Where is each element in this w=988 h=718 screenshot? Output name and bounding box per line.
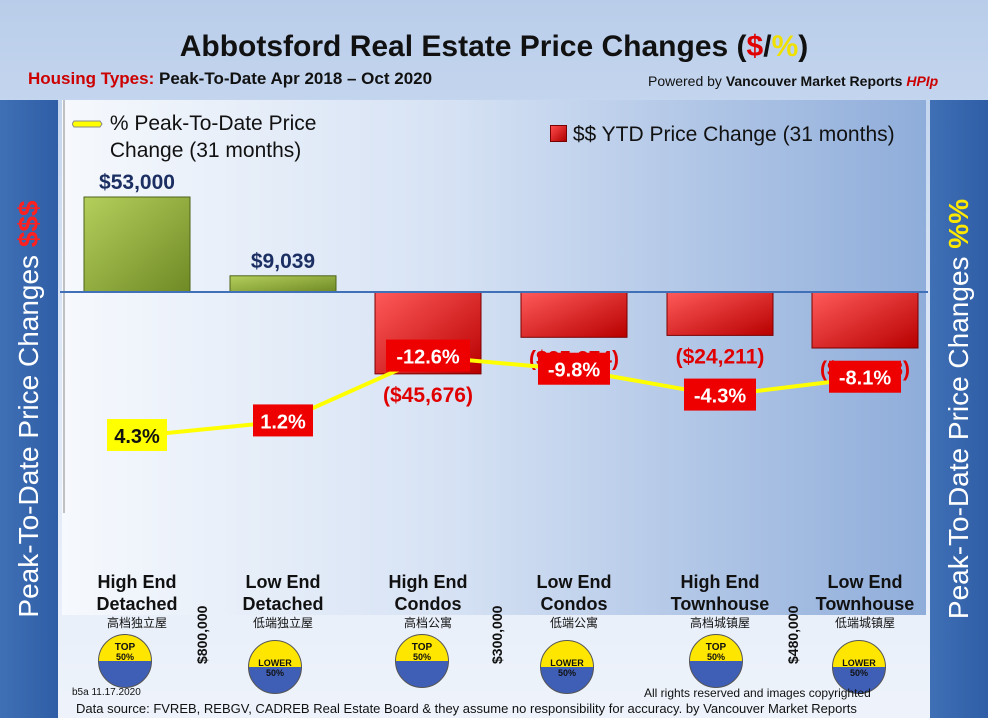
percent-label-box (829, 360, 901, 393)
bar-data-label: ($24,211) (676, 345, 765, 368)
title-percent: % (771, 30, 799, 63)
percent-data-label: -8.1% (839, 368, 891, 390)
category-cjk: 高档城镇屋 (689, 616, 750, 630)
powered-by: Powered by Vancouver Market Reports HPIp (648, 73, 938, 89)
category-cjk: 低端公寓 (549, 616, 598, 630)
powered-brand: Vancouver Market Reports (725, 73, 903, 89)
bar-data-label: ($45,676) (383, 384, 473, 407)
category-cjk: 高档公寓 (403, 616, 452, 630)
powered-prefix: Powered by (648, 73, 722, 89)
bar-data-label: $9,039 (251, 250, 315, 273)
legend-bar-label: $$ YTD Price Change (31 months) (572, 123, 895, 146)
badge-bottom-text: 50% (115, 652, 134, 662)
left-side-panel: Peak-To-Date Price Changes $$$ (0, 100, 58, 718)
category-cjk: 低端城镇屋 (834, 616, 895, 630)
legend-line-label: % Peak-To-Date Price Change (31 months) (109, 112, 317, 162)
category-label: High End Townhouse (670, 572, 770, 614)
subtitle-period: Peak-To-Date Apr 2018 – Oct 2020 (158, 69, 433, 88)
plot-area (62, 100, 926, 615)
title-suffix: ) (798, 30, 809, 63)
badge-top-text: TOP (705, 642, 727, 653)
badge-top-text: LOWER (842, 658, 876, 668)
badge-bottom-text: 50% (265, 668, 284, 678)
badge-top-text: TOP (411, 642, 433, 653)
right-side-panel: Peak-To-Date Price Changes %% (930, 100, 988, 718)
percent-label-box (253, 404, 313, 437)
title-slash: / (763, 30, 772, 63)
category-label: Low End Detached (242, 572, 324, 614)
powered-hpi: HPIp (906, 73, 939, 89)
top-50-badge: TOP 50% (689, 634, 743, 688)
lower-50-badge: LOWER 50% (248, 640, 302, 694)
percent-label-box (107, 419, 167, 451)
top-50-badge: TOP 50% (98, 634, 152, 688)
data-source-note: Data source: FVREB, REBGV, CADREB Real E… (76, 701, 857, 716)
percent-data-label: -9.8% (548, 360, 600, 382)
category-label: Low End Townhouse (815, 572, 915, 614)
badge-top-text: LOWER (550, 658, 584, 668)
bar (83, 196, 191, 293)
category-label: Low End Condos (536, 572, 612, 614)
footnote-code: b5a 11.17.2020 (72, 687, 141, 698)
lower-50-badge: LOWER 50% (832, 640, 886, 694)
percent-data-label: 1.2% (260, 411, 306, 433)
category-label: High End Detached (96, 572, 178, 614)
badge-bottom-text: 50% (412, 652, 431, 662)
category-cjk: 低端独立屋 (252, 616, 313, 630)
legend-bar-swatch (550, 125, 567, 142)
legend-line: % Peak-To-Date Price Change (31 months) (71, 110, 340, 164)
top-50-badge: TOP 50% (395, 634, 449, 688)
percent-data-label: -4.3% (694, 386, 746, 408)
chart-title: Abbotsford Real Estate Price Changes ($/… (0, 30, 988, 64)
legend-bar: $$ YTD Price Change (31 months) (550, 121, 895, 148)
badge-top-text: LOWER (258, 658, 292, 668)
category-cjk: 高档独立屋 (106, 616, 167, 630)
title-text: Abbotsford Real Estate Price Changes ( (179, 30, 747, 63)
price-threshold: $800,000 (194, 605, 210, 664)
badge-top-text: TOP (114, 642, 136, 653)
category-label: High End Condos (388, 572, 468, 614)
bar (229, 275, 337, 293)
badge-bottom-text: 50% (706, 652, 725, 662)
chart-subtitle: Housing Types: Peak-To-Date Apr 2018 – O… (28, 69, 432, 89)
percent-label-box (538, 352, 610, 385)
bar (811, 291, 919, 349)
price-threshold: $300,000 (489, 605, 505, 664)
badge-bottom-text: 50% (557, 668, 576, 678)
percent-label-box (684, 378, 756, 411)
percent-label-box (386, 339, 470, 372)
lower-50-badge: LOWER 50% (540, 640, 594, 694)
title-dollar: $ (746, 30, 764, 63)
bar (666, 291, 774, 336)
legend-line-swatch (71, 120, 103, 128)
bar (520, 291, 628, 338)
badge-bottom-text: 50% (849, 668, 868, 678)
copyright-note: All rights reserved and images copyright… (644, 686, 871, 700)
bar-data-label: $53,000 (99, 171, 175, 194)
subtitle-label: Housing Types: (28, 69, 155, 88)
price-threshold: $480,000 (785, 605, 801, 664)
percent-data-label: 4.3% (114, 426, 160, 448)
percent-data-label: -12.6% (396, 347, 460, 369)
